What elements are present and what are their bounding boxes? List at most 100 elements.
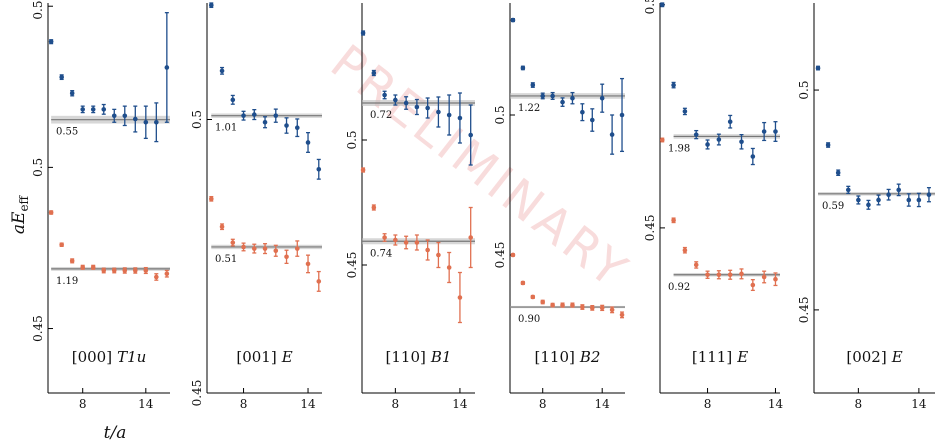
data-point (446, 265, 452, 270)
data-point (682, 109, 688, 114)
panel-irrep: B1 (430, 348, 452, 366)
data-point (143, 119, 149, 125)
data-point (750, 154, 756, 159)
data-point (122, 268, 128, 273)
y-tick-label: 0.5 (190, 110, 204, 129)
data-point (251, 246, 257, 251)
panel: 0.45 0.5 8 14 0.72 0.74 [110] B1 (345, 3, 475, 411)
data-point (750, 282, 756, 288)
data-point (727, 272, 733, 278)
x-tick-label: 14 (138, 397, 154, 411)
fit-label: 0.92 (668, 282, 690, 293)
data-point (59, 74, 64, 80)
data-point (570, 95, 575, 101)
data-point (90, 264, 96, 270)
y-tick-label: 0.45 (190, 380, 204, 407)
data-point (316, 279, 322, 284)
data-point (154, 274, 159, 280)
data-point (316, 166, 322, 172)
data-point (393, 237, 398, 243)
data-point (90, 107, 96, 112)
data-point (69, 258, 75, 264)
data-point (111, 113, 117, 119)
data-point (208, 196, 214, 202)
fit-label: 0.72 (370, 110, 392, 121)
y-tick-label: 0.5 (493, 105, 507, 124)
data-point (773, 276, 778, 282)
data-point (425, 105, 430, 111)
fit-label: 0.74 (370, 248, 392, 259)
data-point (609, 132, 615, 137)
panel-momentum: [002] (846, 348, 886, 366)
data-point (154, 119, 159, 125)
data-point (570, 302, 575, 308)
data-point (262, 119, 268, 125)
data-point (208, 2, 214, 8)
data-point (446, 112, 452, 118)
panel-label: [000] T1u (72, 348, 147, 366)
data-point (273, 248, 279, 254)
data-point (705, 142, 710, 147)
x-tick-label: 8 (855, 397, 863, 411)
data-point (48, 39, 54, 44)
data-point (414, 104, 420, 110)
data-point (815, 65, 821, 71)
data-point (866, 202, 871, 208)
y-tick-label: 0.5 (643, 0, 657, 14)
panel-momentum: [001] (236, 348, 276, 366)
data-point (916, 197, 922, 203)
data-point (468, 132, 473, 138)
data-point (716, 137, 722, 142)
data-point (773, 129, 778, 134)
x-tick-label: 14 (768, 397, 784, 411)
fit-label: 0.90 (518, 314, 540, 325)
data-point (457, 295, 463, 300)
data-point (360, 30, 366, 36)
data-point (436, 109, 441, 115)
data-point (132, 268, 138, 273)
fit-label: 1.19 (56, 276, 78, 287)
data-point (619, 312, 625, 318)
data-point (599, 95, 605, 101)
data-point (560, 302, 565, 308)
y-axis-label: aEeff (9, 194, 31, 234)
fit-label: 0.51 (215, 254, 237, 265)
data-point (111, 268, 117, 273)
panel-momentum: [110] (535, 348, 575, 366)
data-point (403, 100, 409, 106)
data-point (468, 235, 473, 240)
data-point (305, 140, 311, 145)
x-tick-label: 8 (539, 397, 547, 411)
data-point (876, 197, 881, 203)
data-point (294, 125, 300, 131)
data-point (69, 90, 75, 96)
y-tick-label: 0.45 (493, 242, 507, 269)
data-point (425, 247, 430, 253)
data-point (241, 113, 246, 118)
data-point (550, 302, 555, 308)
data-point (294, 246, 300, 251)
data-point (164, 271, 170, 277)
data-point (230, 97, 236, 103)
data-point (122, 113, 128, 119)
data-point (682, 247, 688, 253)
data-point (510, 252, 516, 258)
data-point (530, 82, 536, 88)
y-tick-label: 0.5 (797, 81, 811, 100)
panel: 0.45 0.5 0.55 8 14 0.55 1.19 [000] T1u (31, 0, 170, 411)
data-point (403, 240, 409, 245)
data-point (48, 210, 54, 215)
data-point (219, 68, 225, 74)
x-tick-label: 14 (300, 397, 316, 411)
data-point (80, 107, 86, 112)
data-point (825, 142, 831, 148)
data-point (716, 272, 722, 278)
data-point (59, 242, 64, 248)
panel: 0.45 0.5 8 14 1.01 0.51 [001] E (190, 2, 322, 411)
data-point (705, 272, 710, 278)
fit-label: 0.55 (56, 127, 78, 138)
data-point (671, 82, 676, 88)
panel-irrep: E (281, 348, 293, 366)
y-tick-label: 0.45 (31, 315, 45, 342)
